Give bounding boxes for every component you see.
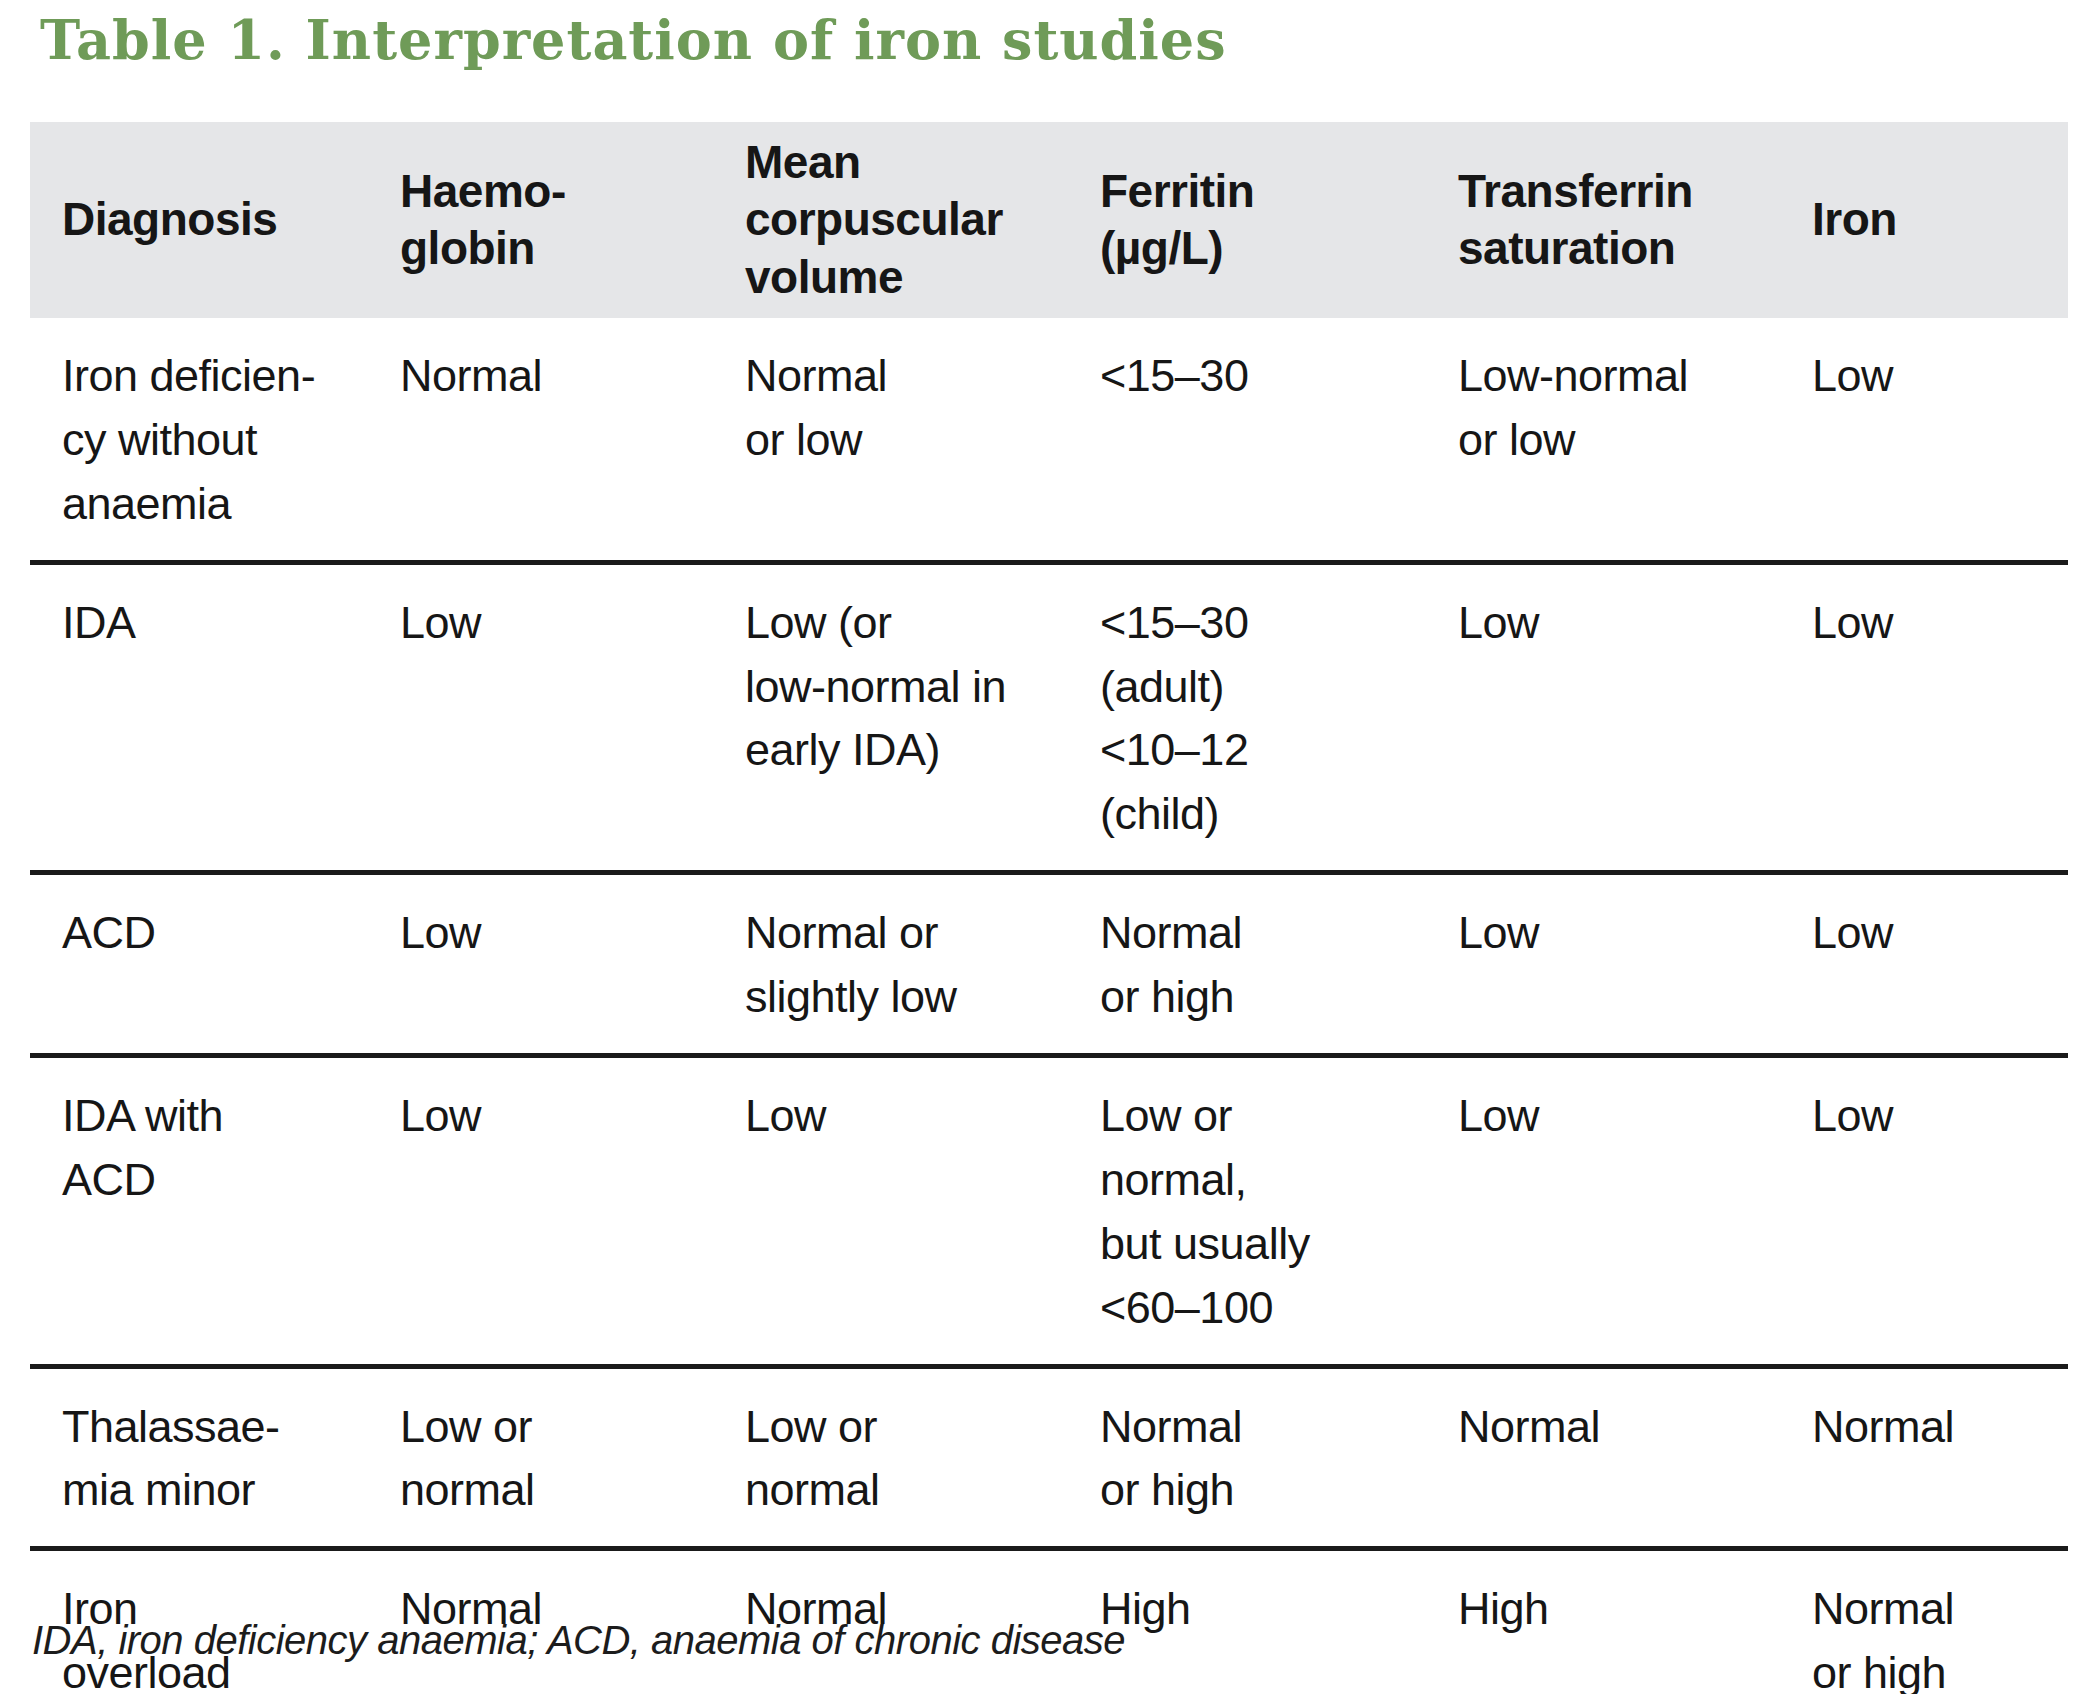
table-cell: Iron deficien- cy without anaemia <box>30 318 400 562</box>
table-cell: Low <box>400 562 745 873</box>
table-cell: Normal or high <box>1812 1549 2068 1694</box>
table-cell: IDA <box>30 562 400 873</box>
table-cell: Normal <box>1458 1366 1812 1549</box>
table-cell: IDA with ACD <box>30 1056 400 1367</box>
column-header: Diagnosis <box>30 122 400 318</box>
table-cell: Low or normal <box>400 1366 745 1549</box>
table-cell: Low <box>1812 873 2068 1056</box>
table-row: Thalassae- mia minorLow or normalLow or … <box>30 1366 2068 1549</box>
table-cell: Low <box>1812 1056 2068 1367</box>
table-cell: Low <box>1458 562 1812 873</box>
table-cell: High <box>1100 1549 1458 1694</box>
table-cell: Normal or high <box>1100 873 1458 1056</box>
table-row: IDALowLow (or low-normal in early IDA)<1… <box>30 562 2068 873</box>
table-cell: Low <box>1458 1056 1812 1367</box>
table-cell: Low-normal or low <box>1458 318 1812 562</box>
table-cell: Low or normal <box>745 1366 1100 1549</box>
header-row: DiagnosisHaemo- globinMean corpuscular v… <box>30 122 2068 318</box>
table-cell: Low or normal, but usually <60–100 <box>1100 1056 1458 1367</box>
table-cell: ACD <box>30 873 400 1056</box>
table-cell: Normal <box>1812 1366 2068 1549</box>
table-cell: Normal or low <box>745 318 1100 562</box>
iron-studies-table: DiagnosisHaemo- globinMean corpuscular v… <box>30 122 2068 1694</box>
table-row: IDA with ACDLowLowLow or normal, but usu… <box>30 1056 2068 1367</box>
table-cell: Low <box>400 1056 745 1367</box>
column-header: Iron <box>1812 122 2068 318</box>
table-cell: Low (or low-normal in early IDA) <box>745 562 1100 873</box>
table-cell: <15–30 <box>1100 318 1458 562</box>
table-cell: Low <box>745 1056 1100 1367</box>
table-cell: Low <box>1812 562 2068 873</box>
table-footnote: IDA, iron deficiency anaemia; ACD, anaem… <box>32 1618 1125 1663</box>
column-header: Ferritin (µg/L) <box>1100 122 1458 318</box>
table-cell: Normal or slightly low <box>745 873 1100 1056</box>
table-body: Iron deficien- cy without anaemiaNormalN… <box>30 318 2068 1694</box>
table-cell: Low <box>400 873 745 1056</box>
table-cell: Low <box>1812 318 2068 562</box>
column-header: Haemo- globin <box>400 122 745 318</box>
table-cell: Low <box>1458 873 1812 1056</box>
document-page: Table 1. Interpretation of iron studies … <box>0 0 2098 1694</box>
table-title: Table 1. Interpretation of iron studies <box>40 8 1227 72</box>
table-header: DiagnosisHaemo- globinMean corpuscular v… <box>30 122 2068 318</box>
table-cell: Thalassae- mia minor <box>30 1366 400 1549</box>
table-cell: High <box>1458 1549 1812 1694</box>
table-cell: <15–30 (adult) <10–12 (child) <box>1100 562 1458 873</box>
table-row: ACDLowNormal or slightly lowNormal or hi… <box>30 873 2068 1056</box>
table-cell: Normal <box>400 318 745 562</box>
column-header: Mean corpuscular volume <box>745 122 1100 318</box>
table-row: Iron deficien- cy without anaemiaNormalN… <box>30 318 2068 562</box>
table-cell: Normal or high <box>1100 1366 1458 1549</box>
column-header: Transferrin saturation <box>1458 122 1812 318</box>
